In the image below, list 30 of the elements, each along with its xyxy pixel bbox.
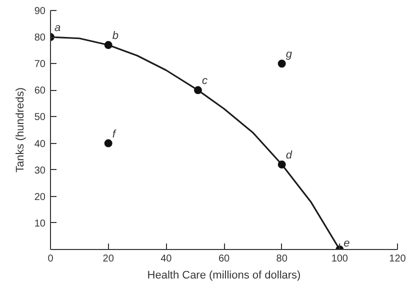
x-axis-title: Health Care (millions of dollars) <box>147 270 301 282</box>
y-tick-label: 80 <box>34 32 46 44</box>
y-tick-label: 60 <box>34 86 46 97</box>
point <box>104 139 112 148</box>
annotation: a <box>54 22 61 34</box>
point <box>194 86 202 94</box>
annotation: f <box>112 128 116 140</box>
y-tick-label: 10 <box>34 218 46 230</box>
x-tick-label: 100 <box>331 254 348 264</box>
point <box>278 160 286 169</box>
x-tick-label: 0 <box>48 254 54 264</box>
y-tick-label: 70 <box>34 59 46 70</box>
y-tick-label: 50 <box>34 112 46 124</box>
point <box>104 41 112 50</box>
x-tick-label: 60 <box>218 254 230 264</box>
x-tick-label: 80 <box>276 254 288 264</box>
y-tick-label: 20 <box>34 192 46 203</box>
x-tick-label: 120 <box>389 254 406 264</box>
annotation: c <box>202 75 208 88</box>
annotation: e <box>344 238 350 250</box>
y-tick-label: 30 <box>34 165 46 176</box>
y-tick-label: 90 <box>34 6 46 17</box>
x-tick-label: 20 <box>102 254 114 264</box>
y-axis-title: Tanks (hundreds) <box>14 87 26 172</box>
annotation: d <box>286 150 293 162</box>
x-tick-label: 40 <box>160 254 172 264</box>
annotation: g <box>286 48 293 61</box>
annotation: b <box>112 30 118 42</box>
point <box>278 60 286 68</box>
y-tick-label: 40 <box>34 138 46 150</box>
